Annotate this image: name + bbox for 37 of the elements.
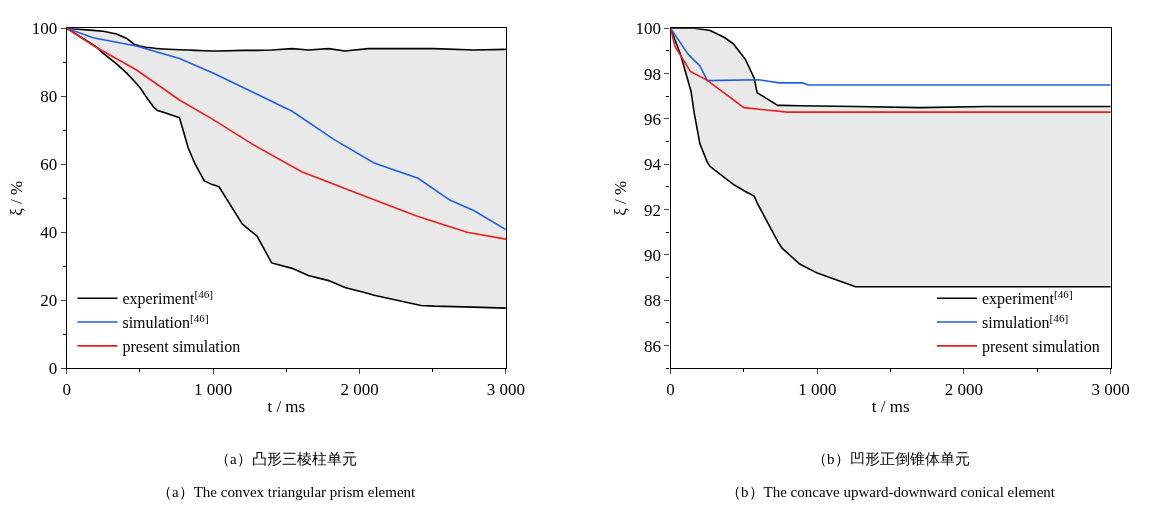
legend-label: simulation$^{[46]}$: [122, 311, 209, 332]
y-tick-label: 90: [644, 245, 662, 265]
legend-label: experiment$^{[46]}$: [982, 287, 1073, 309]
y-axis-title: ξ / %: [611, 180, 631, 216]
y-tick-label: 80: [40, 87, 58, 107]
y-tick-label: 60: [40, 155, 58, 175]
y-tick-label: 92: [644, 200, 662, 220]
x-axis-title: t / ms: [267, 397, 306, 417]
y-tick-label: 20: [40, 291, 58, 311]
y-axis-title: ξ / %: [7, 180, 27, 216]
line-series: [670, 28, 1111, 86]
legend-label: present simulation: [982, 338, 1100, 357]
text: （b）The concave upward-downward conical element: [726, 484, 1056, 500]
x-tick-label: 0: [62, 379, 71, 399]
x-tick-label: 2 000: [944, 379, 984, 399]
y-tick-label: 94: [644, 155, 662, 175]
x-tick-label: 2 000: [340, 379, 379, 399]
text: （a）凸形三棱柱单元: [215, 451, 357, 467]
x-tick-label: 1 000: [798, 379, 837, 399]
x-tick-label: 1 000: [194, 379, 233, 399]
x-axis-title: t / ms: [871, 397, 910, 417]
x-tick-label: 3 000: [1091, 379, 1130, 399]
legend-label: simulation$^{[46]}$: [982, 311, 1069, 332]
y-tick-label: 86: [644, 336, 662, 356]
legend-label: present simulation: [122, 338, 241, 357]
y-tick-label: 100: [635, 19, 662, 39]
x-tick-label: 0: [666, 379, 675, 399]
y-tick-label: 88: [644, 291, 662, 311]
legend-label: experiment$^{[46]}$: [122, 287, 214, 309]
text: （b）凹形正倒锥体单元: [812, 451, 970, 467]
y-tick-label: 40: [40, 223, 58, 243]
y-tick-label: 0: [48, 359, 58, 379]
y-tick-label: 100: [31, 19, 58, 39]
text: （a）The convex triangular prism element: [157, 484, 417, 500]
y-tick-label: 96: [644, 109, 662, 129]
x-tick-label: 3 000: [486, 379, 526, 399]
y-tick-label: 98: [644, 64, 662, 84]
